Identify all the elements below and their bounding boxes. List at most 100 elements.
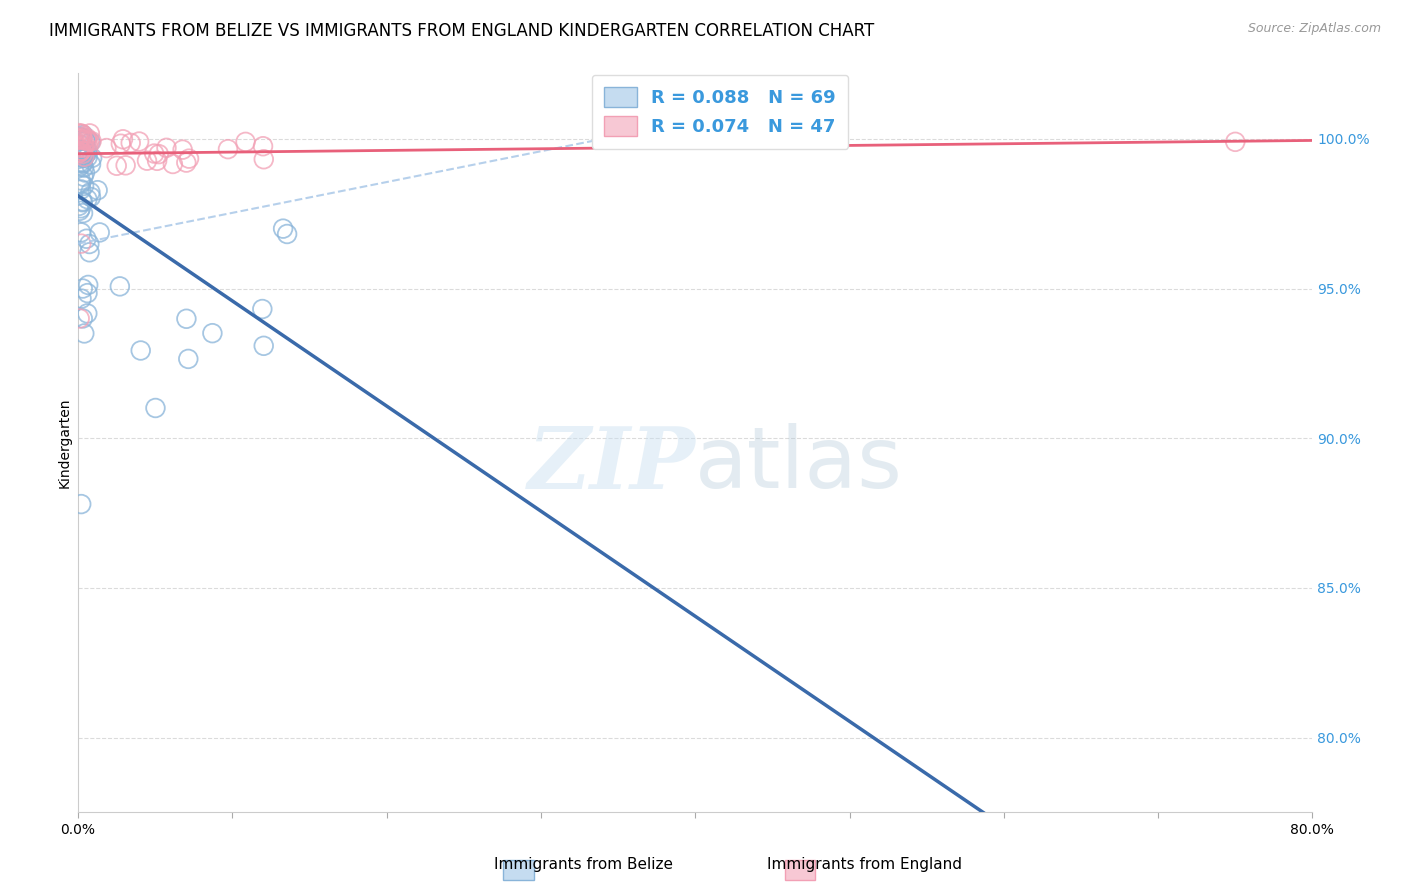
Point: [72, 157, 94, 171]
Point: [73, 149, 96, 163]
Point: [70, 226, 93, 240]
Text: Immigrants from England: Immigrants from England: [768, 857, 962, 872]
Point: [70, 182, 93, 196]
Point: [253, 339, 276, 353]
Point: [70, 129, 93, 144]
Point: [73, 137, 96, 152]
Point: [177, 351, 200, 366]
Point: [67, 146, 90, 161]
Point: [253, 153, 276, 167]
Point: [76, 133, 98, 147]
Point: [69, 173, 91, 187]
Point: [67, 160, 90, 174]
Y-axis label: Kindergarten: Kindergarten: [58, 398, 72, 488]
Point: [80, 157, 103, 171]
Point: [79, 237, 101, 252]
Point: [96, 141, 118, 155]
Point: [76, 306, 98, 320]
Point: [111, 132, 134, 146]
Point: [201, 326, 224, 341]
Point: [77, 134, 100, 148]
Point: [76, 145, 98, 160]
Point: [177, 152, 200, 166]
Point: [76, 150, 98, 164]
Point: [76, 192, 98, 206]
Point: [79, 135, 101, 149]
Text: ZIP: ZIP: [527, 423, 696, 507]
Point: [276, 227, 298, 241]
Point: [143, 146, 166, 161]
Point: [76, 144, 98, 158]
Point: [72, 128, 94, 142]
Point: [128, 135, 150, 149]
Point: [75, 145, 97, 160]
Point: [72, 206, 94, 220]
Point: [136, 153, 159, 168]
Point: [76, 134, 98, 148]
Point: [89, 226, 111, 240]
Point: [72, 281, 94, 295]
Point: [70, 292, 93, 306]
Point: [70, 147, 93, 161]
Point: [80, 190, 103, 204]
Point: [252, 139, 274, 153]
Point: [72, 169, 94, 184]
Point: [69, 203, 91, 218]
Point: [75, 232, 97, 246]
Point: [67, 133, 90, 147]
Point: [146, 153, 169, 168]
Point: [70, 143, 93, 157]
Point: [172, 143, 194, 157]
Point: [110, 136, 132, 151]
Point: [70, 145, 93, 159]
Point: [70, 144, 93, 158]
Point: [80, 134, 103, 148]
Point: [70, 202, 93, 216]
Point: [120, 136, 142, 150]
Point: [162, 157, 184, 171]
Point: [69, 145, 91, 160]
Point: [67, 150, 90, 164]
Point: [72, 195, 94, 210]
Point: [70, 132, 93, 146]
Point: [69, 141, 91, 155]
Point: [70, 497, 93, 511]
Point: [73, 145, 96, 159]
Point: [217, 142, 239, 156]
Point: [76, 131, 98, 145]
Point: [72, 156, 94, 170]
Point: [72, 311, 94, 326]
Point: [86, 183, 108, 197]
Point: [108, 279, 131, 293]
Point: [70, 134, 93, 148]
Point: [75, 147, 97, 161]
Point: [72, 146, 94, 161]
Legend: R = 0.088   N = 69, R = 0.074   N = 47: R = 0.088 N = 69, R = 0.074 N = 47: [592, 75, 848, 149]
Point: [79, 127, 101, 141]
Point: [70, 129, 93, 144]
Point: [79, 245, 101, 260]
Point: [75, 134, 97, 148]
Point: [69, 130, 91, 145]
Point: [77, 277, 100, 292]
Point: [69, 155, 91, 169]
Point: [76, 286, 98, 301]
Point: [67, 126, 90, 140]
Point: [73, 141, 96, 155]
Point: [79, 185, 101, 199]
Point: [73, 150, 96, 164]
Point: [155, 141, 177, 155]
Point: [252, 301, 274, 316]
Point: [105, 159, 128, 173]
Point: [148, 147, 170, 161]
Point: [73, 326, 96, 341]
Point: [145, 401, 167, 415]
Point: [69, 311, 91, 326]
Text: Immigrants from Belize: Immigrants from Belize: [494, 857, 673, 872]
Point: [1225, 135, 1247, 149]
Point: [70, 143, 93, 157]
Point: [176, 155, 198, 169]
Point: [69, 133, 91, 147]
Point: [70, 236, 93, 251]
Point: [70, 138, 93, 153]
